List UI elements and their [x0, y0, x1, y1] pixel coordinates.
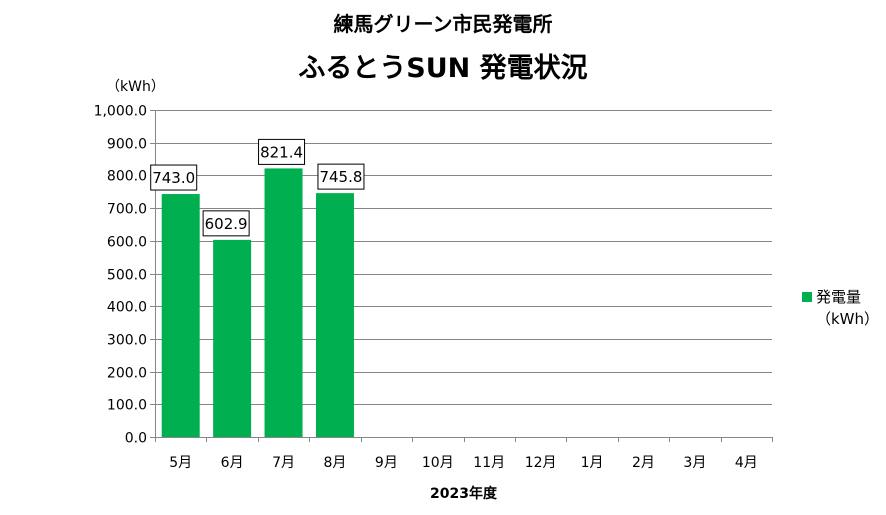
data-label: 743.0	[152, 169, 195, 187]
y-tick-label: 1,000.0	[94, 104, 147, 120]
y-tick-label: 900.0	[107, 137, 147, 153]
y-tick-label: 100.0	[107, 398, 147, 414]
y-tick-label: 300.0	[107, 333, 147, 349]
data-label: 602.9	[205, 215, 248, 233]
bar	[161, 194, 200, 437]
chart-title: 練馬グリーン市民発電所	[333, 12, 553, 36]
legend-item: 発電量	[802, 286, 879, 308]
x-tick-label: 6月	[221, 455, 244, 471]
legend-label: 発電量	[816, 288, 862, 306]
y-tick-label: 800.0	[107, 169, 147, 185]
bar	[213, 239, 252, 437]
y-tick-label: 0.0	[125, 431, 147, 447]
y-tick-label: 500.0	[107, 268, 147, 284]
y-tick-label: 200.0	[107, 366, 147, 382]
x-tick-label: 11月	[473, 455, 505, 471]
data-label: 821.4	[260, 143, 303, 161]
legend-swatch	[802, 291, 812, 302]
chart-subtitle: ふるとうSUN 発電状況	[298, 53, 588, 84]
data-label-box	[317, 163, 365, 190]
x-tick-label: 10月	[422, 455, 454, 471]
data-label-box	[258, 138, 306, 165]
legend: 発電量 （kWh）	[802, 286, 879, 330]
y-axis-unit: （kWh）	[106, 79, 165, 95]
x-tick-label: 9月	[375, 455, 398, 471]
x-tick-label: 2月	[632, 455, 655, 471]
bar	[315, 193, 354, 437]
bar	[264, 168, 303, 437]
x-tick-label: 7月	[272, 455, 295, 471]
y-tick-label: 600.0	[107, 235, 147, 251]
y-tick-label: 400.0	[107, 300, 147, 316]
x-tick-label: 1月	[581, 455, 604, 471]
legend-unit: （kWh）	[816, 310, 880, 328]
y-tick-label: 700.0	[107, 202, 147, 218]
x-tick-label: 12月	[525, 455, 557, 471]
x-tick-label: 8月	[323, 455, 346, 471]
data-label-box	[150, 164, 198, 191]
data-label-box	[202, 210, 250, 237]
data-label: 745.8	[319, 168, 362, 186]
x-axis-title: 2023年度	[430, 486, 497, 502]
x-tick-label: 3月	[683, 455, 706, 471]
x-tick-label: 4月	[735, 455, 758, 471]
x-tick-label: 5月	[169, 455, 192, 471]
